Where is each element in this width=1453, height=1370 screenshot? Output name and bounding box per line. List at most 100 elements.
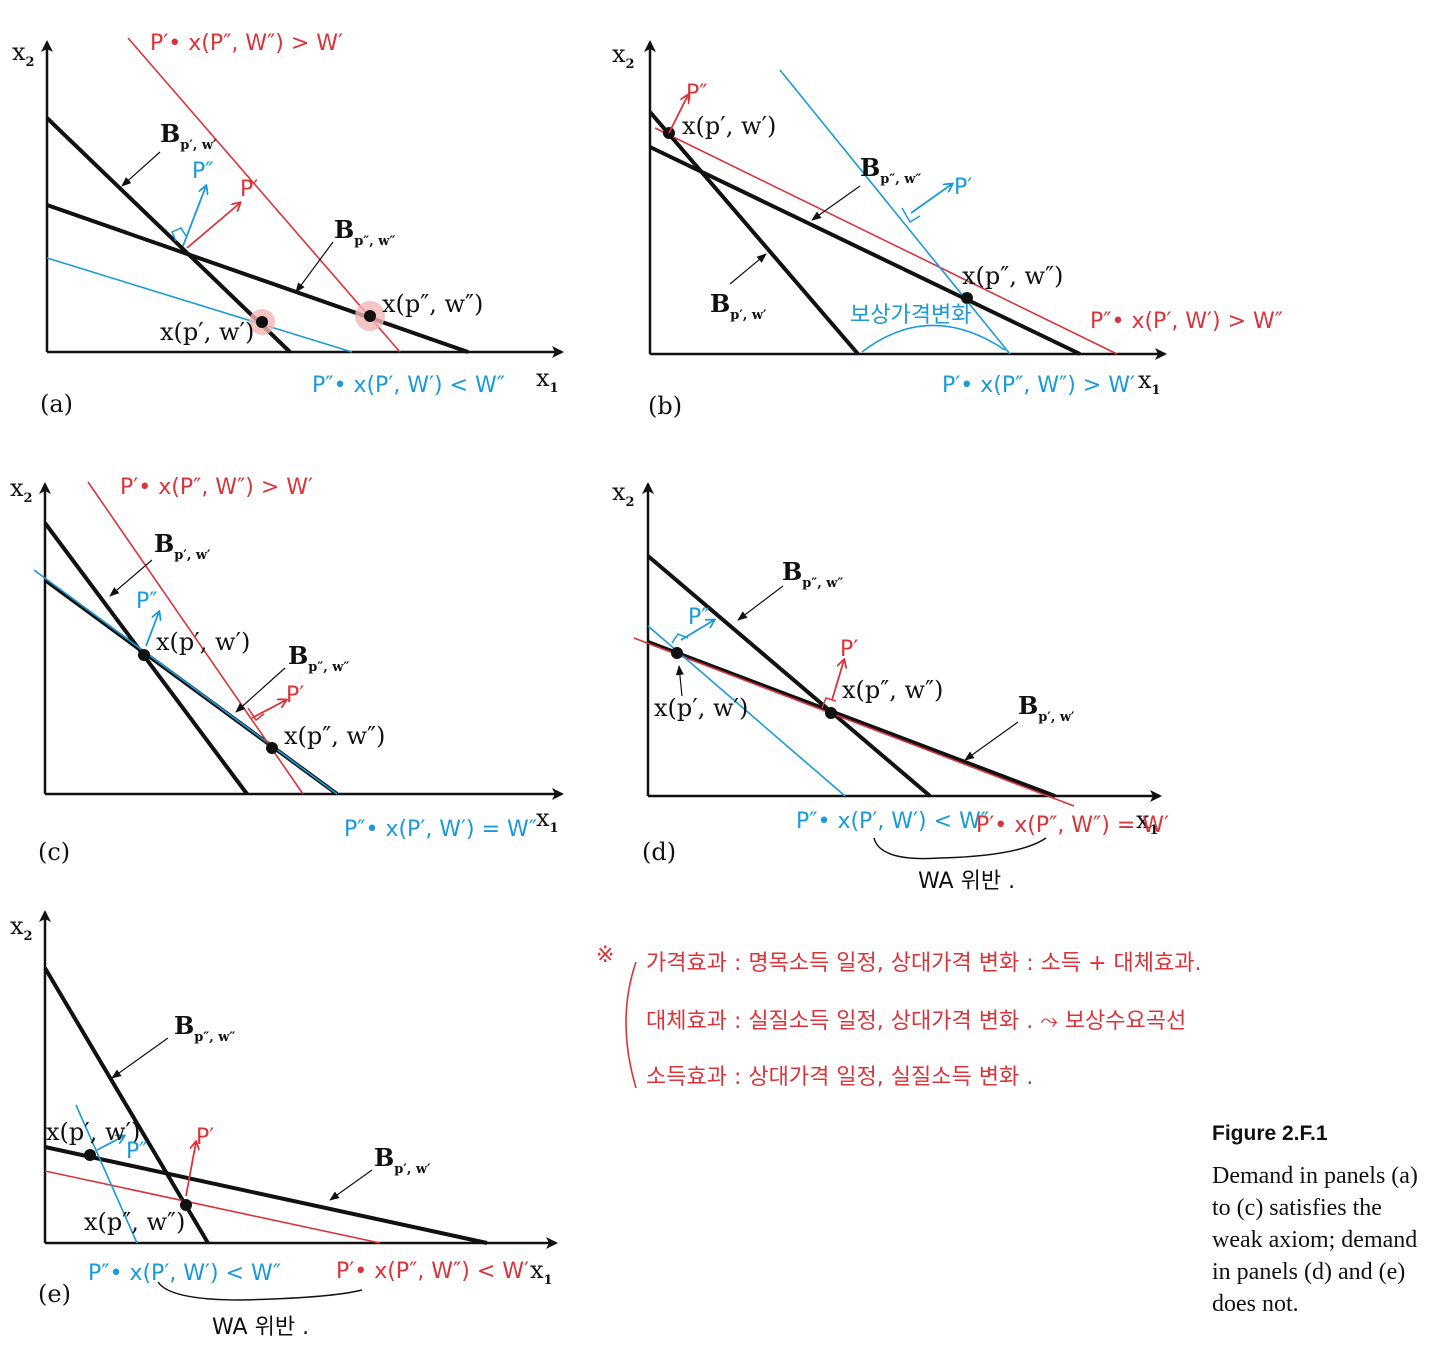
x2-axis-label: x2	[10, 912, 33, 944]
label-pointer	[329, 1169, 373, 1201]
x1-axis-label: x1	[530, 1256, 553, 1288]
p-dprime-label: P″	[136, 589, 157, 614]
notes-line-2: 대체효과 : 실질소득 일정, 상대가격 변화 . ⤳ 보상수요곡선	[646, 1009, 1186, 1034]
wa-violation-label: WA 위반 .	[212, 1315, 309, 1340]
x1-axis-label: x1	[1136, 806, 1159, 838]
blue-line	[75, 1104, 138, 1244]
right-angle-mark	[821, 697, 837, 709]
demand-point-p2w2	[180, 1199, 192, 1211]
compensated-note: 보상가격변화	[850, 303, 971, 328]
demand-point-p1w1	[84, 1149, 96, 1161]
x2-axis-label: x2	[10, 474, 33, 506]
x2-axis-label: x2	[12, 38, 35, 70]
demand-point-p2w2	[266, 742, 278, 754]
right-angle-mark	[901, 207, 921, 224]
panel-b	[644, 40, 1167, 360]
p-prime-label: P′	[840, 637, 858, 662]
p-prime-arrow	[186, 203, 240, 249]
demand-point-p2w2	[825, 707, 837, 719]
panel-label: (d)	[642, 838, 676, 866]
notes-bracket	[625, 961, 637, 1089]
budget-line-p1w1	[648, 110, 860, 356]
labels: x2 x1 (a) P′• x(P″, W″) > W′ P″• x(P′, W…	[10, 31, 1283, 1340]
demand-label-p2w2: x(p″, w″)	[382, 290, 483, 318]
p-dprime-arrow	[668, 95, 688, 134]
label-pointer	[737, 585, 784, 621]
budget-label-p2w2: Bp″, w″	[334, 215, 395, 249]
p-prime-arrow	[185, 1142, 196, 1197]
red-line	[127, 37, 401, 353]
p-dprime-arrow	[182, 186, 206, 247]
notes-star: ※	[596, 943, 614, 968]
p-prime-label: P′	[240, 177, 258, 202]
p-prime-label: P′	[286, 683, 304, 708]
budget-line-p2w2	[46, 203, 469, 354]
p-prime-arrow	[251, 700, 286, 719]
label-pointer	[111, 1037, 169, 1079]
demand-label-p2w2: x(p″, w″)	[284, 722, 385, 750]
blue-line	[46, 257, 353, 353]
label-pointer	[109, 559, 153, 597]
right-angle-mark	[171, 227, 187, 242]
budget-label-p2w2: Bp″, w″	[288, 641, 349, 675]
p-prime-label: P′	[954, 175, 972, 200]
blue-inequality: P″• x(P′, W′) = W″	[344, 817, 537, 842]
wa-violation-brace	[157, 1281, 363, 1301]
right-angle-mark	[671, 633, 689, 644]
demand-label-p1w1: x(p′, w′)	[654, 694, 748, 722]
wa-violation-brace	[873, 837, 1047, 860]
budget-line-p2w2	[646, 554, 932, 798]
right-angle-mark	[247, 707, 265, 722]
red-inequality: P″• x(P′, W′) > W″	[1090, 309, 1283, 334]
p-prime-arrow	[831, 660, 844, 701]
budget-label-p2w2: Bp″, w″	[782, 557, 843, 591]
red-line	[633, 637, 1075, 807]
x1-axis-label: x1	[1138, 366, 1161, 398]
budget-label-p1w1: Bp′, w′	[160, 119, 217, 153]
label-pointer	[729, 253, 767, 285]
label-pointer	[811, 185, 861, 221]
figure-caption-body: Demand in panels (a) to (c) satisfies th…	[1212, 1163, 1418, 1317]
notes-line-1: 가격효과 : 명목소득 일정, 상대가격 변화 : 소득 + 대체효과.	[646, 951, 1201, 976]
demand-label-p1w1: x(p′, w′)	[46, 1118, 140, 1146]
budget-label-p2w2: Bp″, w″	[860, 153, 921, 187]
compensated-arc	[861, 324, 1006, 353]
x1-axis-label: x1	[536, 804, 559, 836]
demand-point-p2w2	[961, 292, 973, 304]
label-pointer	[675, 665, 684, 697]
red-inequality: P′• x(P″, W″) = W′	[976, 813, 1169, 838]
p-dprime-label: P″	[192, 159, 213, 184]
panel-label: (b)	[648, 392, 682, 420]
blue-line	[779, 69, 1011, 355]
panel-a	[41, 37, 564, 358]
budget-label-p1w1: Bp′, w′	[154, 529, 211, 563]
red-inequality: P′• x(P″, W″) > W′	[120, 475, 313, 500]
red-inequality: P′• x(P″, W″) > W′	[150, 31, 343, 56]
p-dprime-arrow	[145, 612, 159, 647]
notes-line-3: 소득효과 : 상대가격 일정, 실질소득 변화 .	[646, 1065, 1033, 1090]
p-dprime-arrow	[96, 1136, 124, 1151]
p-dprime-label: P″	[688, 605, 709, 630]
budget-label-p1w1: Bp′, w′	[710, 289, 767, 323]
budget-line-p1w1	[45, 116, 292, 354]
panel-label: (a)	[40, 390, 73, 418]
budget-label-p2w2: Bp″, w″	[174, 1011, 235, 1045]
demand-label-p2w2: x(p″, w″)	[842, 676, 943, 704]
label-pointer	[121, 151, 161, 187]
blue-line	[33, 569, 338, 795]
budget-line-p1w1	[44, 1145, 488, 1245]
x2-axis-label: x2	[612, 478, 635, 510]
budget-line-p2w2	[43, 966, 210, 1245]
blue-inequality: P″• x(P′, W′) < W″	[312, 373, 505, 398]
panel-d	[633, 482, 1162, 860]
budget-label-p1w1: Bp′, w′	[1018, 691, 1075, 725]
p-dprime-label: P″	[126, 1139, 147, 1164]
panel-e	[39, 910, 558, 1301]
red-line	[44, 1170, 381, 1244]
p-prime-label: P′	[196, 1125, 214, 1150]
p-dprime-label: P″	[686, 81, 707, 106]
red-inequality: P′• x(P″, W″) < W′	[336, 1259, 529, 1284]
x1-axis-label: x1	[536, 364, 559, 396]
demand-point-p1w1	[671, 647, 683, 659]
